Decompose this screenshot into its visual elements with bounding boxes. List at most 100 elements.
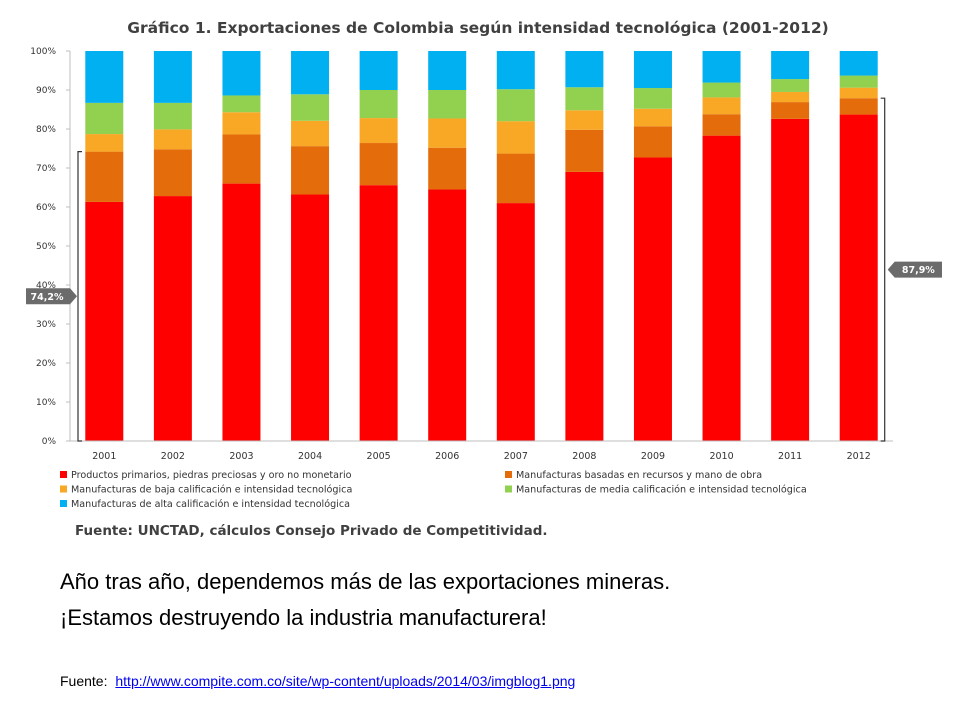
x-tick-label: 2012 bbox=[847, 451, 871, 462]
bracket-left bbox=[77, 151, 82, 442]
bars-layer bbox=[85, 51, 878, 442]
bar-segment bbox=[633, 88, 672, 109]
bar-segment bbox=[359, 90, 398, 119]
bar-segment bbox=[839, 114, 878, 441]
bar-segment bbox=[702, 82, 741, 98]
x-tick-label: 2011 bbox=[778, 451, 802, 462]
bar-segment bbox=[496, 89, 535, 122]
callouts: 74,2% 87,9% bbox=[26, 97, 942, 442]
bar-segment bbox=[496, 153, 535, 204]
bar-segment bbox=[222, 51, 261, 96]
bar-segment bbox=[291, 94, 330, 121]
y-tick-label: 30% bbox=[36, 320, 56, 330]
bar-segment bbox=[771, 91, 810, 103]
bar-segment bbox=[839, 87, 878, 99]
legend-swatch bbox=[505, 485, 512, 493]
bar-segment bbox=[771, 51, 810, 80]
y-tick-label: 90% bbox=[36, 86, 56, 96]
x-tick-label: 2003 bbox=[229, 451, 253, 462]
chart-source: Fuente: UNCTAD, cálculos Consejo Privado… bbox=[75, 523, 548, 539]
x-tick-label: 2006 bbox=[435, 451, 459, 462]
bar-segment bbox=[359, 51, 398, 90]
bar-segment bbox=[771, 118, 810, 442]
bar-segment bbox=[153, 196, 192, 441]
legend-label: Productos primarios, piedras preciosas y… bbox=[71, 470, 352, 481]
bar-segment bbox=[428, 51, 467, 90]
y-tick-label: 80% bbox=[36, 125, 56, 135]
legend-label: Manufacturas basadas en recursos y mano … bbox=[516, 470, 762, 481]
bar-segment bbox=[565, 110, 604, 130]
bar-segment bbox=[85, 51, 124, 103]
bar-segment bbox=[702, 135, 741, 441]
y-tick-label: 60% bbox=[36, 203, 56, 213]
legend-swatch bbox=[60, 500, 67, 507]
bar-segment bbox=[291, 146, 330, 195]
bar-segment bbox=[702, 114, 741, 136]
y-tick-label: 70% bbox=[36, 164, 56, 174]
x-tick-label: 2001 bbox=[92, 451, 116, 462]
bar-segment bbox=[702, 97, 741, 115]
bar-segment bbox=[565, 87, 604, 111]
bar-segment bbox=[85, 151, 124, 202]
bar-segment bbox=[359, 143, 398, 186]
bar-segment bbox=[153, 129, 192, 150]
bar-segment bbox=[428, 118, 467, 148]
chart-title: Gráfico 1. Exportaciones de Colombia seg… bbox=[127, 19, 828, 37]
bar-segment bbox=[633, 108, 672, 127]
bar-segment bbox=[291, 194, 330, 441]
x-axis: 2001 2002 2003 2004 2005 2006 2007 2008 2009 2010… bbox=[70, 440, 893, 462]
bar-segment bbox=[222, 134, 261, 184]
legend-label: Manufacturas de alta calificación e inte… bbox=[71, 498, 350, 510]
bar-segment bbox=[496, 121, 535, 154]
bar-segment bbox=[428, 90, 467, 119]
bar-segment bbox=[839, 51, 878, 76]
bar-segment bbox=[633, 126, 672, 158]
bar-segment bbox=[565, 51, 604, 88]
bar-segment bbox=[153, 51, 192, 103]
bar-segment bbox=[839, 98, 878, 115]
bar-segment bbox=[496, 203, 535, 441]
bar-segment bbox=[153, 102, 192, 130]
callout-label: 87,9% bbox=[902, 265, 935, 276]
bar-segment bbox=[359, 118, 398, 144]
bar-segment bbox=[222, 112, 261, 135]
y-tick-label: 40% bbox=[36, 281, 56, 291]
bar-segment bbox=[565, 171, 604, 441]
y-tick-label: 10% bbox=[36, 398, 56, 408]
body-line-2: ¡Estamos destruyendo la industria manufa… bbox=[60, 605, 547, 630]
bar-segment bbox=[85, 134, 124, 152]
bar-segment bbox=[428, 189, 467, 441]
bar-segment bbox=[359, 185, 398, 441]
y-tick-label: 50% bbox=[36, 242, 56, 252]
chart: Gráfico 1. Exportaciones de Colombia seg… bbox=[26, 19, 942, 539]
fuente-label: Fuente: bbox=[60, 673, 108, 689]
y-tick-label: 0% bbox=[42, 437, 57, 447]
y-axis: 0% 10% 20% 30% 40% 50% 60% 70% 80% 90% 100% bbox=[30, 47, 71, 447]
fuente-link[interactable]: http://www.compite.com.co/site/wp-conten… bbox=[115, 673, 576, 689]
bar-segment bbox=[633, 157, 672, 441]
legend-label: Manufacturas de media calificación e int… bbox=[516, 484, 807, 496]
callout-tag bbox=[26, 288, 77, 305]
bar-segment bbox=[291, 51, 330, 95]
legend-swatch bbox=[60, 471, 67, 478]
y-tick-label: 100% bbox=[30, 47, 56, 57]
bar-segment bbox=[565, 129, 604, 172]
legend: Productos primarios, piedras preciosas y… bbox=[60, 470, 807, 510]
fuente-line: Fuente: http://www.compite.com.co/site/w… bbox=[60, 673, 575, 689]
x-tick-label: 2009 bbox=[641, 451, 665, 462]
bar-segment bbox=[291, 120, 330, 147]
x-tick-label: 2007 bbox=[504, 451, 528, 462]
bar-segment bbox=[496, 51, 535, 90]
bar-segment bbox=[633, 51, 672, 89]
legend-label: Manufacturas de baja calificación e inte… bbox=[71, 484, 352, 496]
x-tick-label: 2002 bbox=[161, 451, 185, 462]
callout-tag bbox=[887, 261, 942, 278]
x-tick-label: 2010 bbox=[709, 451, 733, 462]
bar-segment bbox=[85, 102, 124, 135]
x-tick-label: 2004 bbox=[298, 451, 322, 462]
bar-segment bbox=[702, 51, 741, 83]
body-line-1: Año tras año, dependemos más de las expo… bbox=[60, 569, 671, 594]
bar-segment bbox=[771, 102, 810, 119]
bracket-right bbox=[880, 97, 886, 442]
bar-segment bbox=[428, 147, 467, 190]
